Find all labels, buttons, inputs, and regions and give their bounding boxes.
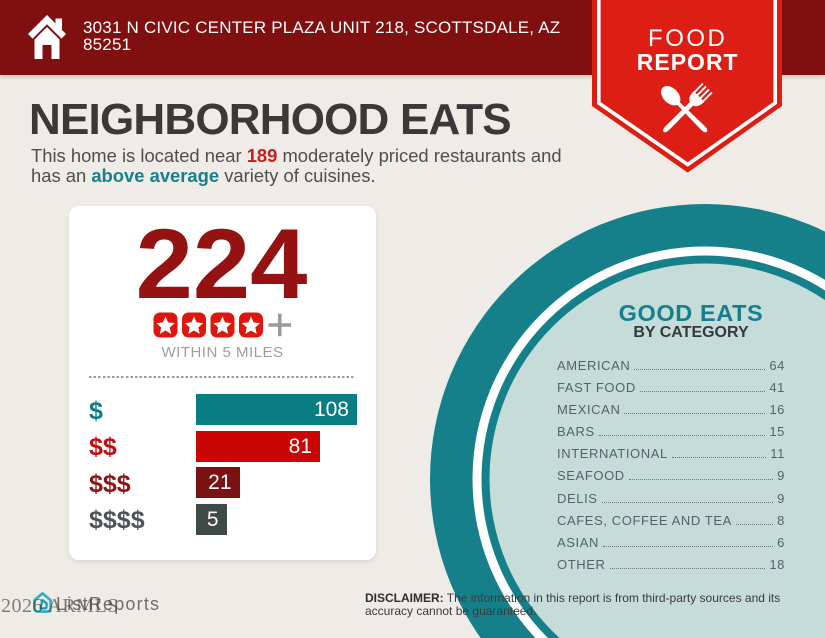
svg-text:FOOD: FOOD [648, 25, 727, 52]
svg-text:REPORT: REPORT [637, 49, 739, 75]
